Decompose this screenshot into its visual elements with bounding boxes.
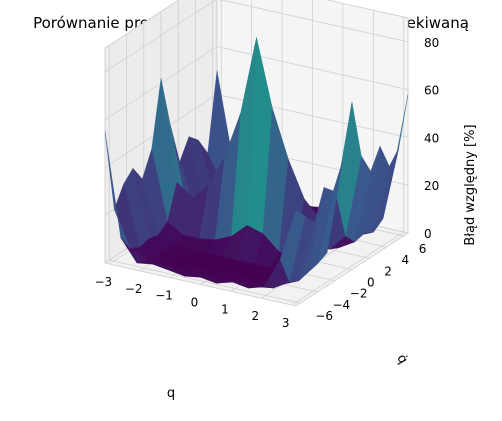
x-tick-label: −2: [125, 282, 143, 296]
y-tick-label: −4: [333, 298, 351, 312]
x-axis-label: q: [167, 386, 175, 401]
surface-patch: [279, 210, 306, 283]
grid-line-y: [109, 259, 301, 304]
x-tick-label: 1: [221, 302, 229, 316]
z-tick-label: 40: [424, 131, 439, 145]
x-tick-label: −3: [94, 275, 112, 289]
grid-line-z: [220, 0, 409, 43]
grid-line-z: [216, 46, 409, 91]
z-tick-label: 60: [424, 84, 439, 98]
z-tick-label: 0: [424, 227, 432, 241]
y-tick-label: 2: [384, 264, 392, 278]
y-tick-label: 6: [419, 242, 427, 256]
x-tick-label: −1: [155, 289, 173, 303]
x-tick-label: 2: [251, 309, 259, 323]
x-tick-label: 3: [282, 316, 290, 330]
grid-line-z: [104, 0, 217, 73]
z-tick-label: 80: [424, 36, 439, 50]
y-tick-label: 4: [402, 253, 410, 267]
x-tick-label: 0: [191, 296, 199, 310]
z-axis-label: Błąd względny [%]: [463, 124, 478, 245]
y-tick-label: −2: [350, 287, 368, 301]
y-tick-label: −6: [315, 309, 333, 323]
y-axis-label: q̇: [393, 352, 410, 367]
y-tick-label: 0: [367, 276, 375, 290]
surface-mesh: [104, 37, 409, 289]
z-tick-label: 20: [424, 179, 439, 193]
